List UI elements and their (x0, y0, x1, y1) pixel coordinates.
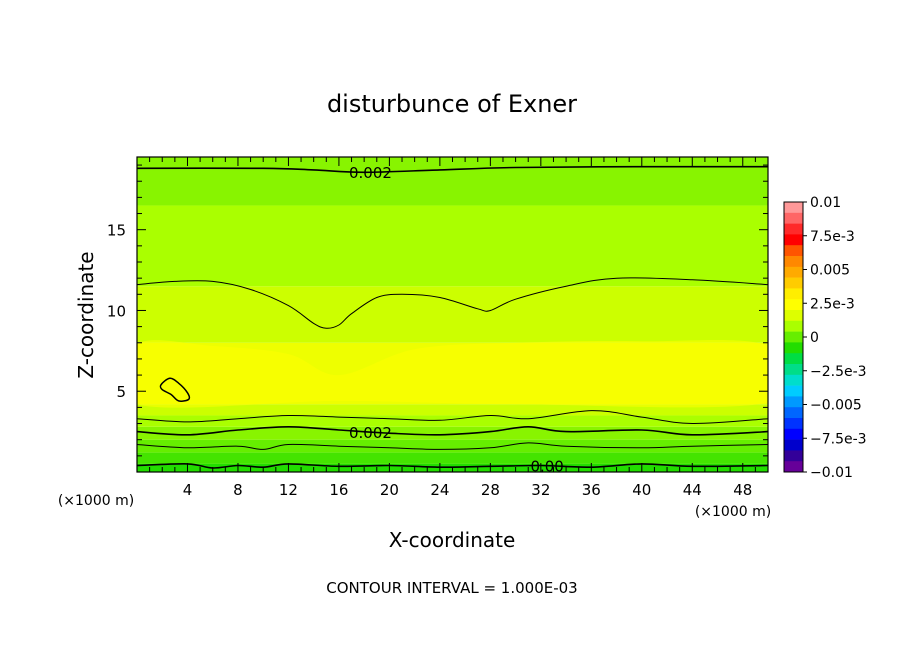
contour-line-0 (137, 165, 768, 174)
x-tick-label: 12 (279, 481, 298, 499)
colorbar-swatch (784, 331, 803, 343)
colorbar-swatch (784, 310, 803, 322)
colorbar-swatch (784, 364, 803, 376)
colorbar-swatch (784, 266, 803, 278)
contour-line-3 (137, 425, 768, 436)
colorbar-swatch (784, 277, 803, 289)
colorbar-swatch (784, 320, 803, 332)
colorbar-swatch (784, 245, 803, 257)
colorbar-label: 0 (810, 330, 819, 346)
contour-label-3: 0.002 (349, 424, 392, 442)
colorbar-swatch (784, 396, 803, 408)
x-unit-right: (×1000 m) (695, 504, 771, 520)
band-9 (137, 157, 768, 206)
filled-bands (137, 157, 768, 472)
x-tick-label: 44 (683, 481, 702, 499)
x-unit-left: (×1000 m) (58, 493, 134, 509)
band-5 (137, 404, 768, 416)
band-7 (137, 286, 768, 343)
colorbar-swatch (784, 428, 803, 440)
colorbar-label: −2.5e-3 (810, 364, 867, 380)
chart-title: disturbunce of Exner (327, 90, 577, 118)
colorbar-swatch (784, 299, 803, 311)
colorbar-swatch (784, 407, 803, 419)
colorbar-swatch (784, 288, 803, 300)
closed-contour-0 (159, 377, 191, 402)
colorbar-swatch (784, 385, 803, 397)
band-2 (137, 439, 768, 453)
contour-lines: 0.002 0.002 0.00 (137, 164, 768, 476)
colorbar-swatch (784, 212, 803, 224)
colorbar-swatch (784, 374, 803, 386)
colorbar-label: −0.005 (810, 398, 862, 414)
colorbar-swatch (784, 450, 803, 462)
y-tick-label: 10 (107, 302, 126, 320)
colorbar-label: −7.5e-3 (810, 431, 867, 447)
colorbar-label: 2.5e-3 (810, 296, 855, 312)
contour-label-5: 0.00 (530, 458, 563, 476)
colorbar-swatch (784, 234, 803, 246)
colorbar-swatch (784, 418, 803, 430)
band-8 (137, 205, 768, 287)
x-tick-label: 28 (481, 481, 500, 499)
x-tick-label: 48 (733, 481, 752, 499)
x-tick-label: 8 (233, 481, 243, 499)
contour-label-0: 0.002 (349, 164, 392, 182)
colorbar-label: 7.5e-3 (810, 229, 855, 245)
band-1 (137, 452, 768, 464)
y-tick-label: 15 (107, 222, 126, 240)
colorbar-swatch (784, 353, 803, 365)
x-tick-label: 20 (380, 481, 399, 499)
colorbar-swatch (784, 202, 803, 214)
colorbar-label: 0.005 (810, 263, 850, 279)
contour-line-1 (137, 277, 768, 329)
y-axis-label: Z-coordinate (74, 251, 98, 378)
colorbar-label: −0.01 (810, 465, 853, 481)
x-tick-label: 24 (430, 481, 449, 499)
plot-area: 0.002 0.002 0.00 (136, 156, 769, 476)
x-axis-label: X-coordinate (389, 528, 516, 552)
contour-interval-footer: CONTOUR INTERVAL = 1.000E-03 (326, 579, 577, 597)
x-tick-label: 36 (582, 481, 601, 499)
y-tick-label: 5 (116, 383, 126, 401)
x-tick-label: 32 (531, 481, 550, 499)
colorbar-swatch (784, 256, 803, 268)
yellow-patch (137, 339, 768, 408)
contour-line-2 (137, 410, 768, 425)
colorbar-swatch (784, 439, 803, 451)
colorbar-swatch (784, 461, 803, 473)
x-tick-label: 40 (632, 481, 651, 499)
colorbar-swatch (784, 342, 803, 354)
band-4 (137, 415, 768, 427)
x-tick-label: 16 (329, 481, 348, 499)
x-tick-label: 4 (183, 481, 193, 499)
colorbar-swatch (784, 223, 803, 235)
colorbar-label: 0.01 (810, 195, 841, 211)
colorbar: 0.01 7.5e-3 0.005 2.5e-3 0 −2.5e-3 −0.005 −7.5e… (783, 195, 867, 481)
contour-line-4 (137, 442, 768, 450)
